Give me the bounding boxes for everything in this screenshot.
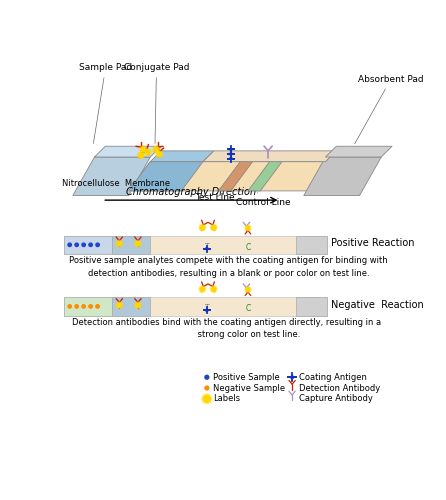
Polygon shape bbox=[95, 146, 161, 157]
Circle shape bbox=[199, 286, 206, 292]
Circle shape bbox=[89, 243, 92, 246]
Circle shape bbox=[205, 376, 209, 379]
Circle shape bbox=[200, 226, 205, 230]
Polygon shape bbox=[73, 157, 150, 196]
Circle shape bbox=[75, 304, 78, 308]
Circle shape bbox=[154, 147, 158, 152]
Circle shape bbox=[89, 304, 92, 308]
Circle shape bbox=[116, 302, 123, 308]
Circle shape bbox=[145, 150, 150, 154]
Circle shape bbox=[245, 225, 251, 231]
Circle shape bbox=[135, 302, 141, 308]
Circle shape bbox=[157, 152, 161, 156]
Circle shape bbox=[117, 303, 121, 308]
Polygon shape bbox=[203, 151, 336, 162]
Circle shape bbox=[246, 288, 250, 292]
Text: T: T bbox=[205, 242, 209, 252]
Text: Capture Antibody: Capture Antibody bbox=[299, 394, 373, 404]
Circle shape bbox=[139, 153, 143, 158]
Circle shape bbox=[96, 243, 99, 246]
FancyBboxPatch shape bbox=[63, 297, 112, 316]
Circle shape bbox=[116, 240, 123, 247]
Circle shape bbox=[246, 226, 250, 230]
Circle shape bbox=[203, 396, 211, 402]
Text: Detection antibodies bind with the coating antigen directly, resulting in a
    : Detection antibodies bind with the coati… bbox=[72, 318, 381, 339]
Circle shape bbox=[82, 243, 85, 246]
Text: Detection Antibody: Detection Antibody bbox=[299, 384, 380, 392]
Polygon shape bbox=[248, 162, 282, 191]
Text: Absorbent Pad: Absorbent Pad bbox=[355, 74, 424, 144]
Circle shape bbox=[206, 309, 208, 312]
Text: Test Line: Test Line bbox=[195, 193, 235, 202]
Circle shape bbox=[211, 286, 217, 292]
Text: C: C bbox=[245, 242, 251, 252]
Circle shape bbox=[140, 147, 145, 152]
Circle shape bbox=[144, 148, 151, 156]
Circle shape bbox=[68, 304, 71, 308]
Circle shape bbox=[230, 153, 232, 155]
Text: Coating Antigen: Coating Antigen bbox=[299, 372, 367, 382]
Text: Nitrocellulose  Membrane: Nitrocellulose Membrane bbox=[62, 178, 170, 188]
Polygon shape bbox=[326, 146, 392, 157]
Circle shape bbox=[96, 304, 99, 308]
Text: C: C bbox=[245, 304, 251, 314]
Circle shape bbox=[140, 146, 146, 153]
Circle shape bbox=[199, 224, 206, 231]
FancyBboxPatch shape bbox=[63, 236, 112, 254]
Text: Positive Reaction: Positive Reaction bbox=[331, 238, 414, 248]
FancyBboxPatch shape bbox=[296, 236, 327, 254]
Text: Positive sample analytes compete with the coating antigen for binding with
detec: Positive sample analytes compete with th… bbox=[69, 256, 388, 278]
Circle shape bbox=[230, 158, 232, 160]
Polygon shape bbox=[128, 162, 203, 191]
Circle shape bbox=[137, 152, 145, 159]
Circle shape bbox=[75, 243, 78, 246]
Circle shape bbox=[136, 242, 140, 246]
FancyBboxPatch shape bbox=[112, 297, 150, 316]
FancyBboxPatch shape bbox=[63, 236, 327, 254]
Circle shape bbox=[291, 376, 293, 378]
Polygon shape bbox=[128, 162, 343, 191]
Circle shape bbox=[82, 304, 85, 308]
Circle shape bbox=[245, 286, 251, 292]
Circle shape bbox=[117, 242, 121, 246]
Polygon shape bbox=[219, 162, 252, 191]
Circle shape bbox=[211, 287, 216, 292]
Polygon shape bbox=[150, 151, 214, 162]
Circle shape bbox=[202, 394, 212, 404]
Text: Negative  Reaction: Negative Reaction bbox=[331, 300, 424, 310]
Circle shape bbox=[156, 150, 163, 158]
FancyBboxPatch shape bbox=[63, 297, 327, 316]
Text: Positive Sample: Positive Sample bbox=[213, 372, 280, 382]
FancyBboxPatch shape bbox=[296, 297, 327, 316]
Text: Conjugate Pad: Conjugate Pad bbox=[124, 63, 189, 144]
Circle shape bbox=[136, 303, 140, 308]
Circle shape bbox=[68, 243, 71, 246]
Polygon shape bbox=[304, 157, 381, 196]
Text: Negative Sample: Negative Sample bbox=[213, 384, 285, 392]
Circle shape bbox=[205, 386, 209, 390]
FancyBboxPatch shape bbox=[112, 236, 150, 254]
Text: Labels: Labels bbox=[213, 394, 240, 404]
Circle shape bbox=[153, 146, 160, 153]
Circle shape bbox=[230, 148, 232, 150]
Circle shape bbox=[200, 287, 205, 292]
Circle shape bbox=[135, 240, 141, 247]
Circle shape bbox=[206, 248, 208, 250]
Text: Chromatography Direction: Chromatography Direction bbox=[126, 187, 256, 197]
Text: T: T bbox=[205, 304, 209, 314]
Circle shape bbox=[211, 224, 217, 231]
Circle shape bbox=[211, 226, 216, 230]
Text: Sample Pad: Sample Pad bbox=[79, 63, 132, 144]
Text: Control Line: Control Line bbox=[236, 192, 291, 207]
